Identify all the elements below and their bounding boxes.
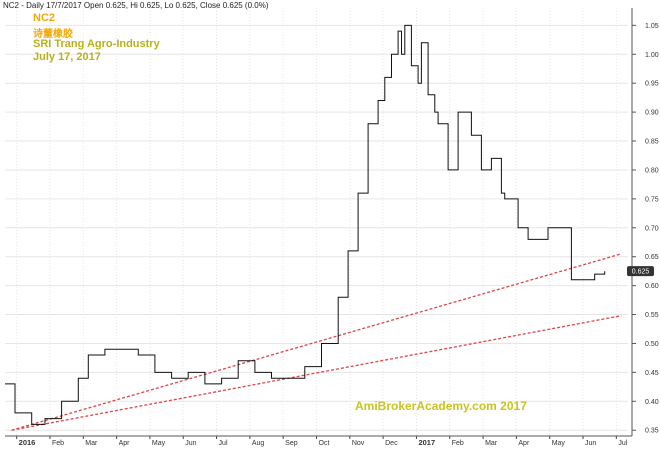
y-tick-label: 0.45 bbox=[645, 370, 659, 377]
x-tick-label: May bbox=[152, 440, 166, 447]
y-tick-label: 1.00 bbox=[645, 52, 659, 59]
y-tick-label: 1.05 bbox=[645, 23, 659, 30]
x-tick-label: Apr bbox=[518, 440, 530, 447]
x-tick-label: Sep bbox=[285, 440, 298, 447]
x-tick-label: Jun bbox=[185, 440, 196, 447]
x-tick-label: Feb bbox=[452, 440, 464, 447]
last-price-badge bbox=[627, 266, 654, 277]
y-tick-label: 0.75 bbox=[645, 196, 659, 203]
x-tick-label: Feb bbox=[52, 440, 64, 447]
last-price-label: 0.625 bbox=[632, 269, 650, 276]
ticker-label: NC2 bbox=[33, 12, 56, 24]
y-tick-label: 0.60 bbox=[645, 283, 659, 290]
y-tick-label: 0.80 bbox=[645, 167, 659, 174]
y-tick-label: 0.40 bbox=[645, 399, 659, 406]
x-tick-label: Jul bbox=[219, 440, 228, 447]
x-tick-label: Apr bbox=[119, 440, 131, 447]
x-tick-label: May bbox=[552, 440, 566, 447]
date-label: July 17, 2017 bbox=[33, 51, 101, 63]
x-tick-label: 2017 bbox=[418, 438, 435, 447]
trendline bbox=[11, 253, 622, 431]
x-tick-label: Jul bbox=[618, 440, 627, 447]
x-tick-label: Jun bbox=[585, 440, 596, 447]
x-tick-label: Oct bbox=[319, 440, 330, 447]
price-series-line bbox=[5, 24, 606, 425]
y-tick-label: 0.55 bbox=[645, 312, 659, 319]
x-tick-label: Nov bbox=[352, 440, 365, 447]
y-tick-label: 0.95 bbox=[645, 81, 659, 88]
trendline bbox=[11, 315, 622, 431]
x-tick-label: Aug bbox=[252, 440, 265, 447]
chinese-name-label: 诗董橡胶 bbox=[33, 29, 73, 40]
watermark: AmiBrokerAcademy.com 2017 bbox=[355, 399, 527, 413]
x-tick-label: Mar bbox=[85, 440, 98, 447]
y-tick-label: 0.65 bbox=[645, 254, 659, 261]
chart-header-info: NC2 - Daily 17/7/2017 Open 0.625, Hi 0.6… bbox=[3, 1, 269, 10]
x-tick-label: Dec bbox=[385, 440, 398, 447]
y-tick-label: 0.90 bbox=[645, 110, 659, 117]
y-tick-label: 0.70 bbox=[645, 225, 659, 232]
x-tick-label: Mar bbox=[485, 440, 498, 447]
company-label: SRI Trang Agro-Industry bbox=[33, 38, 160, 50]
x-tick-label: 2016 bbox=[19, 438, 36, 447]
y-tick-label: 0.50 bbox=[645, 341, 659, 348]
y-tick-label: 0.35 bbox=[645, 428, 659, 435]
y-tick-label: 0.85 bbox=[645, 139, 659, 146]
